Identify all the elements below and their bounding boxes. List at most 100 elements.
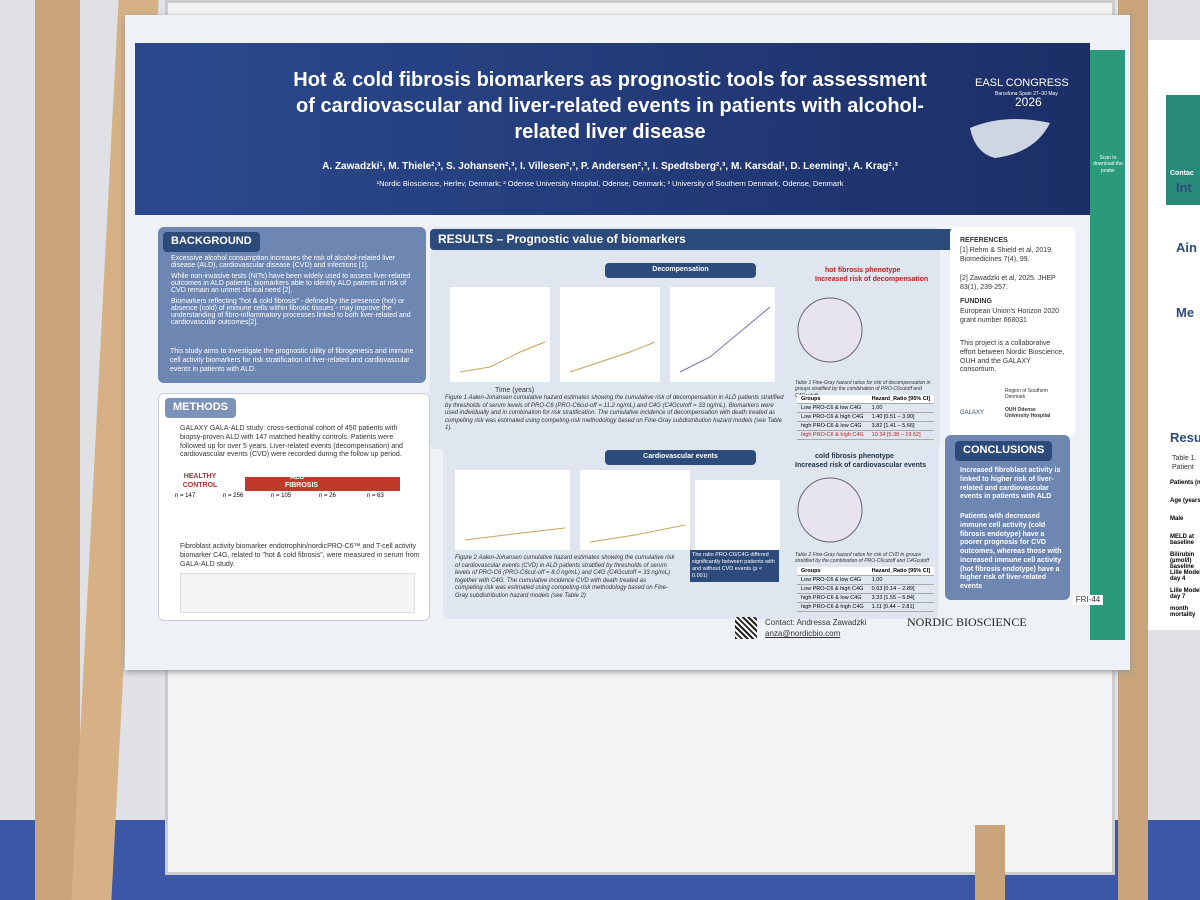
logo: OUH Odense University Hospital [1005,407,1051,420]
table-cell: Lille Model day 7 [1170,588,1200,600]
panel [945,435,1070,600]
table: Groups Hazard_Ratio [95% CI] Low PRO-C6 & … [797,395,935,440]
logo: Region of Southern Denmark [1005,388,1049,401]
bullet: Fibroblast activity biomarker endotrophi… [180,543,420,568]
axis-label: Time (years) [495,387,535,394]
panel [950,227,1075,437]
caption: Figure 1 Aalen-Johansen cumulative hazar… [445,395,784,431]
table-cell: 1.00 [867,403,935,413]
km-plots [455,470,780,550]
table-cell: high PRO-C6 & low C4G [797,593,868,603]
arrow [245,477,400,491]
text: Table 1. Patient [1172,455,1197,471]
table-header: Groups [797,567,868,576]
bullet: Excessive alcohol consumption increases … [171,255,396,269]
header-band [135,43,1090,215]
fibrosis-graphic [797,477,863,543]
code: FRI-44 [1073,595,1103,605]
qr-code [735,617,757,639]
neighbor-poster: Contac Int Ain Me Resu Table 1. Patient … [1148,40,1200,630]
caption: Table 2 Fine-Gray hazard ratios for risk… [795,552,929,565]
affiliations: ¹Nordic Bioscience, Herlev, Denmark; ² O… [376,179,844,188]
table-cell: 1.00 [867,575,935,585]
heading: BACKGROUND [163,232,260,252]
logo: GALAXY [960,410,985,416]
company: NORDIC BIOSCIENCE [907,615,1027,629]
count: n = 256 [223,493,244,499]
heading: FUNDING [960,298,992,305]
table-header: Hazard_Ratio [95% CI] [867,395,935,404]
aim: This study aims to investigate the progn… [170,348,414,373]
table-cell: 1.40 [0.51 – 3.90] [867,412,935,422]
caption: Figure 2 Aalen-Johansen cumulative hazar… [455,555,675,599]
table-row: Groups Hazard_Ratio [95% CI] [797,567,935,576]
label: FIBROSIS [285,482,319,489]
fibrosis-graphic [797,297,863,363]
table-header: Groups [797,395,868,404]
table-cell: 1.11 [0.44 – 2.81] [867,602,935,612]
table: Groups Hazard_Ratio [95% CI] Low PRO-C6 & … [797,567,935,612]
table-cell: high PRO-C6 & high C4G [797,602,868,612]
label: cold fibrosis phenotype [815,453,894,460]
table-row: high PRO-C6 & high C4G 10.34 [5.38 – 19.5… [797,430,935,440]
count: n = 63 [367,493,384,499]
venue: Barcelona Spain 27–30 May [995,91,1058,97]
diagram [180,573,415,613]
label: Increased risk of decompensation [815,276,929,283]
label: HEALTHY CONTROL [182,473,218,489]
table-cell: month mortality [1170,606,1196,618]
table-row: Low PRO-C6 & low C4G 1.00 [797,403,935,413]
heading: REFERENCES [960,237,1008,244]
text: European Union's Horizon 2020 grant numb… [960,308,1060,324]
text: This project is a collaborative effort b… [960,340,1065,374]
table-row: high PRO-C6 & low C4G 3.33 [1.55 – 6.84] [797,593,935,603]
bullet: Increased fibroblast activity is linked … [960,467,1061,501]
table-cell: 10.34 [5.38 – 19.52] [867,430,935,440]
table-cell: high PRO-C6 & low C4G [797,421,868,431]
table-cell: Bilirubin (µmol/l) baseline [1170,552,1195,570]
bullet: GALAXY GALA-ALD study: cross-sectional c… [180,425,403,459]
panel [158,227,426,383]
subheading: Decompensation [605,263,756,278]
table-cell: 3.82 [1.41 – 5.66] [867,421,935,431]
year: 2026 [1015,95,1042,109]
liver-icon [970,119,1050,158]
heading: Int [1176,180,1192,195]
heading: CONCLUSIONS [955,441,1053,461]
reference: [2] Zawadzki et al, 2025. JHEP 83(1), 23… [960,275,1056,291]
wood-beam [35,0,80,900]
email: anza@nordicbio.com [765,629,841,638]
table-cell: MELD at baseline [1170,534,1195,546]
count: n = 26 [319,493,336,499]
heading: RESULTS – Prognostic value of biomarkers [430,229,956,250]
table-cell: Low PRO-C6 & low C4G [797,575,868,585]
table-cell: 0.63 [0.14 – 2.89] [867,584,935,594]
text: Scan to download the poster [1093,155,1123,174]
text: Contac [1170,170,1194,177]
reference: [1] Rehm & Shield et al, 2019. Biomedici… [960,247,1053,263]
count: n = 105 [271,493,292,499]
heading: Me [1176,305,1195,320]
table-row: Low PRO-C6 & low C4G 1.00 [797,575,935,585]
heading: Ain [1176,240,1197,255]
table-cell: Lille Model day 4 [1170,570,1200,582]
table-cell: Low PRO-C6 & high C4G [797,412,868,422]
table-row: high PRO-C6 & low C4G 3.82 [1.41 – 5.66] [797,421,935,431]
table-row: Low PRO-C6 & high C4G 1.40 [0.51 – 3.90] [797,412,935,422]
label: hot fibrosis phenotype [825,267,901,274]
side-strip [1090,50,1125,640]
table-cell: Low PRO-C6 & low C4G [797,403,868,413]
table-row: Groups Hazard_Ratio [95% CI] [797,395,935,404]
title: Hot & cold fibrosis biomarkers as progno… [293,69,927,143]
authors: A. Zawadzki¹, M. Thiele²,³, S. Johansen²… [322,161,898,172]
table-cell: high PRO-C6 & high C4G [797,430,868,440]
bullet: Patients with decreased immune cell acti… [960,513,1062,590]
count: n = 147 [175,493,196,499]
table-cell: 3.33 [1.55 – 6.84] [867,593,935,603]
table-cell: Male [1170,516,1184,522]
table-cell: Low PRO-C6 & high C4G [797,584,868,594]
bullet: While non-invasive tests (NITs) have bee… [171,273,411,294]
label: Increased risk of cardiovascular events [795,462,927,469]
km-plots [450,287,775,382]
